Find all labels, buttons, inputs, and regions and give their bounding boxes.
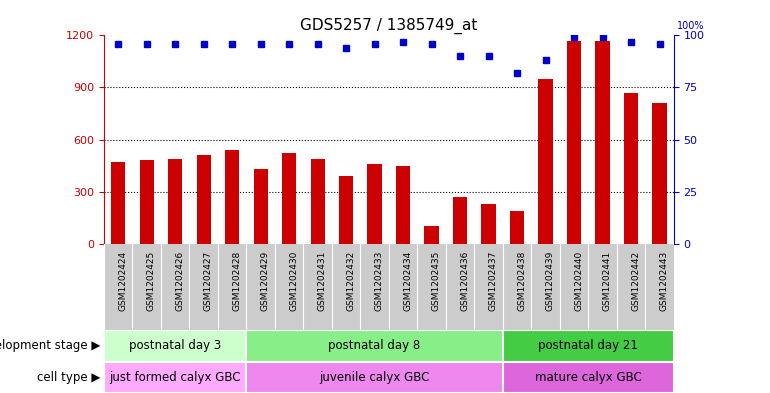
Bar [111,162,126,244]
Text: postnatal day 8: postnatal day 8 [329,339,420,353]
Bar [310,159,325,244]
Bar [367,164,382,244]
Bar [104,330,246,362]
Text: development stage ▶: development stage ▶ [0,339,100,353]
Title: GDS5257 / 1385749_at: GDS5257 / 1385749_at [300,18,477,34]
Text: GSM1202441: GSM1202441 [602,251,611,311]
Bar [453,197,467,244]
Bar [246,362,503,393]
Text: GSM1202426: GSM1202426 [176,251,184,311]
Bar [624,93,638,244]
Bar [139,160,154,244]
Text: GSM1202425: GSM1202425 [146,251,156,311]
Bar [253,169,268,244]
Text: GSM1202424: GSM1202424 [119,251,127,311]
Bar [503,362,674,393]
Text: cell type ▶: cell type ▶ [37,371,100,384]
Text: GSM1202434: GSM1202434 [403,251,412,311]
Bar [595,40,610,244]
Text: GSM1202439: GSM1202439 [545,251,554,311]
Bar [282,153,296,244]
Bar [196,155,211,244]
Bar [652,103,667,244]
Bar [481,204,496,244]
Text: 100%: 100% [677,21,704,31]
Bar [424,226,439,244]
Text: GSM1202433: GSM1202433 [374,251,383,311]
Text: GSM1202440: GSM1202440 [574,251,583,311]
Bar [396,165,410,244]
Text: GSM1202438: GSM1202438 [517,251,526,311]
Text: GSM1202435: GSM1202435 [431,251,440,311]
Text: GSM1202429: GSM1202429 [260,251,269,311]
Text: GSM1202442: GSM1202442 [631,251,640,311]
Text: postnatal day 21: postnatal day 21 [538,339,638,353]
Bar [503,330,674,362]
Text: GSM1202437: GSM1202437 [488,251,497,311]
Text: postnatal day 3: postnatal day 3 [129,339,221,353]
Text: GSM1202428: GSM1202428 [233,251,241,311]
Bar [168,159,182,244]
Text: GSM1202430: GSM1202430 [290,251,298,311]
Text: just formed calyx GBC: just formed calyx GBC [109,371,241,384]
Text: GSM1202432: GSM1202432 [346,251,355,311]
Bar [538,79,553,244]
Bar [104,362,246,393]
Text: GSM1202431: GSM1202431 [317,251,326,311]
Text: GSM1202427: GSM1202427 [203,251,213,311]
Bar [339,176,353,244]
Text: GSM1202443: GSM1202443 [659,251,668,311]
Bar [567,40,581,244]
Bar [225,150,239,244]
Text: GSM1202436: GSM1202436 [460,251,469,311]
Bar [510,211,524,244]
Text: mature calyx GBC: mature calyx GBC [535,371,641,384]
Bar [246,330,503,362]
Text: juvenile calyx GBC: juvenile calyx GBC [320,371,430,384]
